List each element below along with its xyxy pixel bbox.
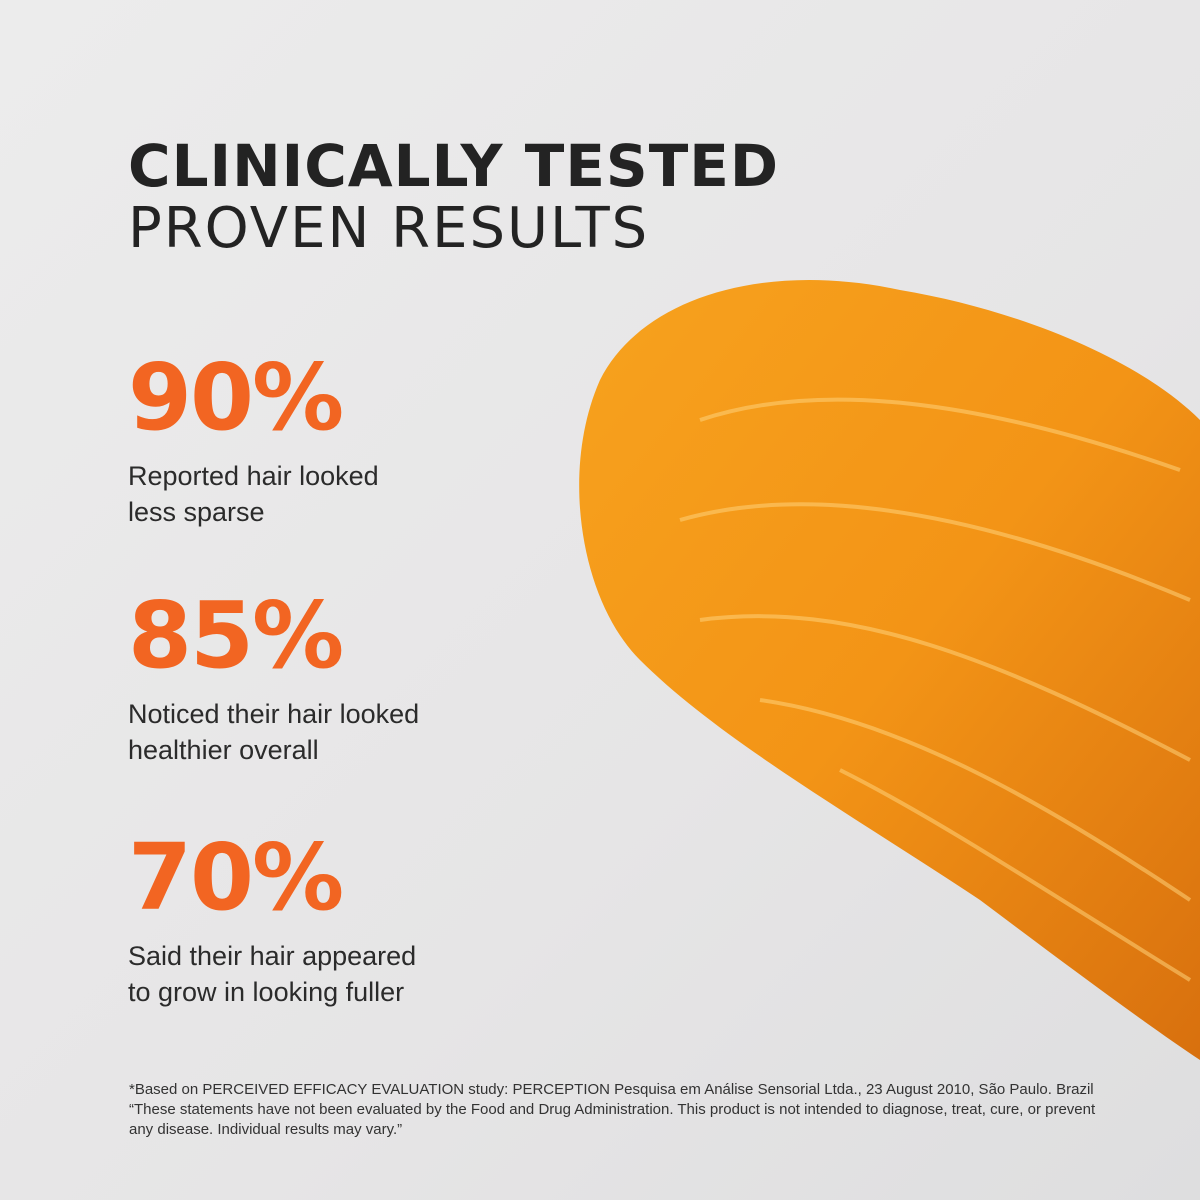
footnote-study: *Based on PERCEIVED EFFICACY EVALUATION …	[129, 1081, 1094, 1098]
stat-value: 70%	[128, 824, 344, 931]
stat-description: less sparse	[128, 497, 265, 527]
stat-item: 70% Said their hair appeared to grow in l…	[128, 832, 416, 1010]
stat-description: to grow in looking fuller	[128, 977, 405, 1007]
heading-clinically-tested: CLINICALLY TESTED	[128, 132, 780, 200]
footnote-disclaimer: “These statements have not been evaluate…	[129, 1101, 1096, 1138]
stat-value: 85%	[128, 582, 344, 689]
stat-value: 90%	[128, 344, 344, 451]
heading-proven-results: PROVEN RESULTS	[128, 196, 650, 261]
stat-description: Said their hair appeared	[128, 941, 417, 971]
stat-description: Noticed their hair looked	[128, 699, 420, 729]
stat-description: Reported hair looked	[128, 461, 379, 491]
stat-item: 85% Noticed their hair looked healthier o…	[128, 590, 419, 768]
stat-description: healthier overall	[128, 735, 319, 765]
stat-item: 90% Reported hair looked less sparse	[128, 352, 379, 530]
footnote: *Based on PERCEIVED EFFICACY EVALUATION …	[129, 1080, 1109, 1140]
